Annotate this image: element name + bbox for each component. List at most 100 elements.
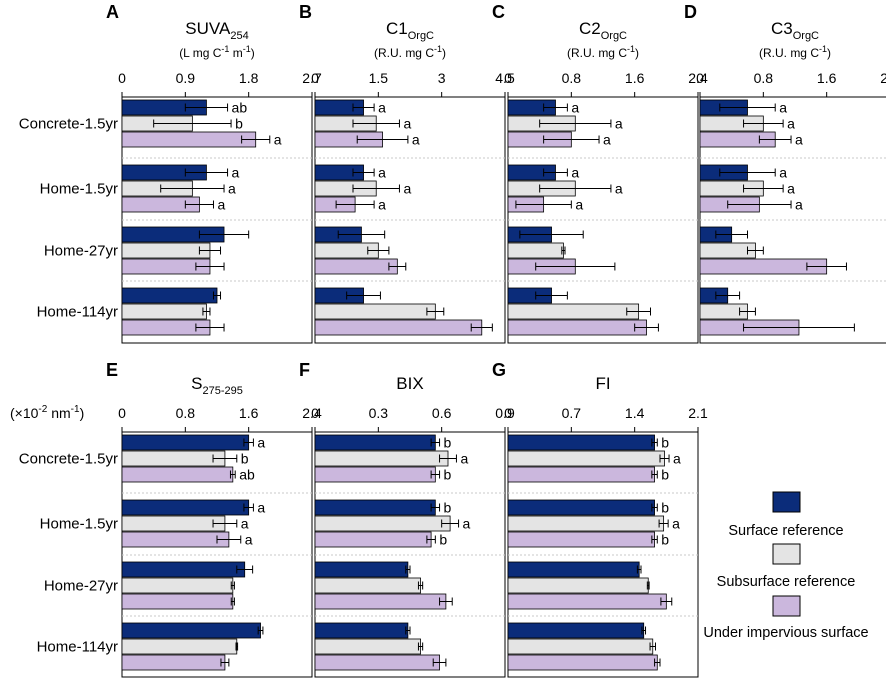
- unit-text: nm: [47, 405, 70, 421]
- panel-letter: B: [299, 2, 312, 22]
- x-tick-label: 0: [504, 405, 512, 421]
- significance-letter: a: [571, 100, 579, 116]
- legend-item-3: Under impervious surface: [703, 595, 869, 641]
- bar-home-1.5yr-3: [507, 531, 655, 548]
- bar-home-114yr-1: [121, 287, 218, 304]
- unit-text: (×10: [10, 405, 39, 421]
- unit-text: ): [827, 46, 831, 60]
- legend-swatch: [772, 491, 801, 513]
- panel-letter: C: [492, 2, 505, 22]
- panel-title-main: BIX: [396, 374, 423, 393]
- bar-concrete-1.5yr-3: [314, 466, 436, 483]
- bar-home-1.5yr-3: [121, 531, 230, 548]
- bar-home-114yr-1: [314, 622, 409, 639]
- legend-label: Subsurface reference: [717, 574, 856, 590]
- bar-home-114yr-2: [314, 303, 436, 320]
- bar-home-27yr-2: [121, 242, 211, 259]
- x-tick-label: 0.8: [562, 70, 582, 86]
- x-tick-label: 4.5: [495, 70, 515, 86]
- bar-home-114yr-2: [121, 303, 207, 320]
- x-tick-label: 1.6: [817, 70, 837, 86]
- bar-concrete-1.5yr-3: [121, 466, 234, 483]
- panel-title-subscript: OrgC: [793, 30, 819, 42]
- significance-letter: a: [378, 100, 386, 116]
- panel-letter: F: [299, 360, 310, 380]
- x-tick-label: 0: [311, 70, 319, 86]
- panel-title-main: FI: [595, 374, 610, 393]
- panel-title: C3OrgC: [771, 19, 819, 42]
- x-tick-label: 0.9: [495, 405, 515, 421]
- significance-letter: a: [257, 500, 265, 516]
- unit-text: (R.U. mg C: [759, 46, 819, 60]
- bar-home-27yr-3: [314, 593, 447, 610]
- significance-letter: a: [787, 181, 795, 197]
- significance-letter: a: [403, 116, 411, 132]
- bar-home-27yr-2: [121, 577, 234, 594]
- panel-title: BIX: [396, 374, 423, 393]
- panel-unit: (R.U. mg C-1): [759, 44, 831, 60]
- bar-home-114yr-1: [507, 622, 645, 639]
- unit-text: ): [251, 46, 255, 60]
- bar-home-114yr-2: [121, 638, 238, 655]
- significance-letter: a: [257, 435, 265, 451]
- site-label: Home-27yr: [44, 243, 118, 260]
- x-tick-label: 1.6: [625, 70, 645, 86]
- bar-concrete-1.5yr-2: [121, 450, 226, 467]
- bar-concrete-1.5yr-1: [507, 434, 655, 451]
- bar-home-27yr-2: [507, 242, 564, 259]
- panel-title-subscript: 254: [230, 30, 248, 42]
- bar-concrete-1.5yr-2: [314, 450, 449, 467]
- legend-label: Under impervious surface: [703, 625, 868, 641]
- x-tick-label: 0: [311, 405, 319, 421]
- legend-item-2: Subsurface reference: [717, 543, 856, 590]
- x-tick-label: 0.6: [432, 405, 452, 421]
- unit-text: (L mg C: [179, 46, 222, 60]
- site-label: Home-114yr: [37, 304, 118, 321]
- significance-letter: a: [779, 165, 787, 181]
- significance-letter: a: [673, 451, 681, 467]
- x-tick-label: 1.4: [625, 405, 645, 421]
- legend-label: Surface reference: [728, 523, 843, 539]
- panel-title-main: SUVA: [185, 19, 231, 38]
- site-label: Home-114yr: [37, 639, 118, 656]
- bar-home-114yr-2: [314, 638, 421, 655]
- site-label: Home-1.5yr: [40, 181, 118, 198]
- significance-letter: b: [444, 500, 452, 516]
- bar-home-1.5yr-2: [314, 515, 451, 532]
- significance-letter: a: [463, 516, 471, 532]
- legend-item-1: Surface reference: [728, 491, 844, 539]
- site-label: Home-1.5yr: [40, 516, 118, 533]
- e-unit-label: (×10-2 nm-1): [10, 404, 84, 421]
- legend-swatch: [772, 595, 801, 617]
- x-tick-label: 1.6: [239, 405, 259, 421]
- significance-letter: a: [378, 197, 386, 213]
- panel-title-subscript: 275-295: [202, 385, 242, 397]
- unit-text: ): [635, 46, 639, 60]
- significance-letter: a: [274, 132, 282, 148]
- x-tick-label: 0.8: [754, 70, 774, 86]
- unit-text: (R.U. mg C: [374, 46, 434, 60]
- significance-letter: a: [795, 132, 803, 148]
- significance-letter: b: [661, 435, 669, 451]
- significance-letter: b: [444, 435, 452, 451]
- panel-unit: (L mg C-1 m-1): [179, 44, 255, 60]
- bar-home-1.5yr-3: [314, 531, 432, 548]
- bar-home-1.5yr-1: [314, 499, 436, 516]
- significance-letter: b: [661, 532, 669, 548]
- bar-concrete-1.5yr-2: [507, 450, 665, 467]
- unit-text: m: [229, 46, 242, 60]
- panel-letter: E: [106, 360, 118, 380]
- bar-home-114yr-3: [507, 654, 658, 671]
- significance-letter: a: [779, 100, 787, 116]
- unit-superscript: -1: [819, 44, 827, 54]
- legend-swatch: [772, 543, 801, 565]
- bar-home-27yr-3: [314, 258, 398, 275]
- x-tick-label: 1.8: [239, 70, 259, 86]
- bar-home-114yr-3: [507, 319, 647, 336]
